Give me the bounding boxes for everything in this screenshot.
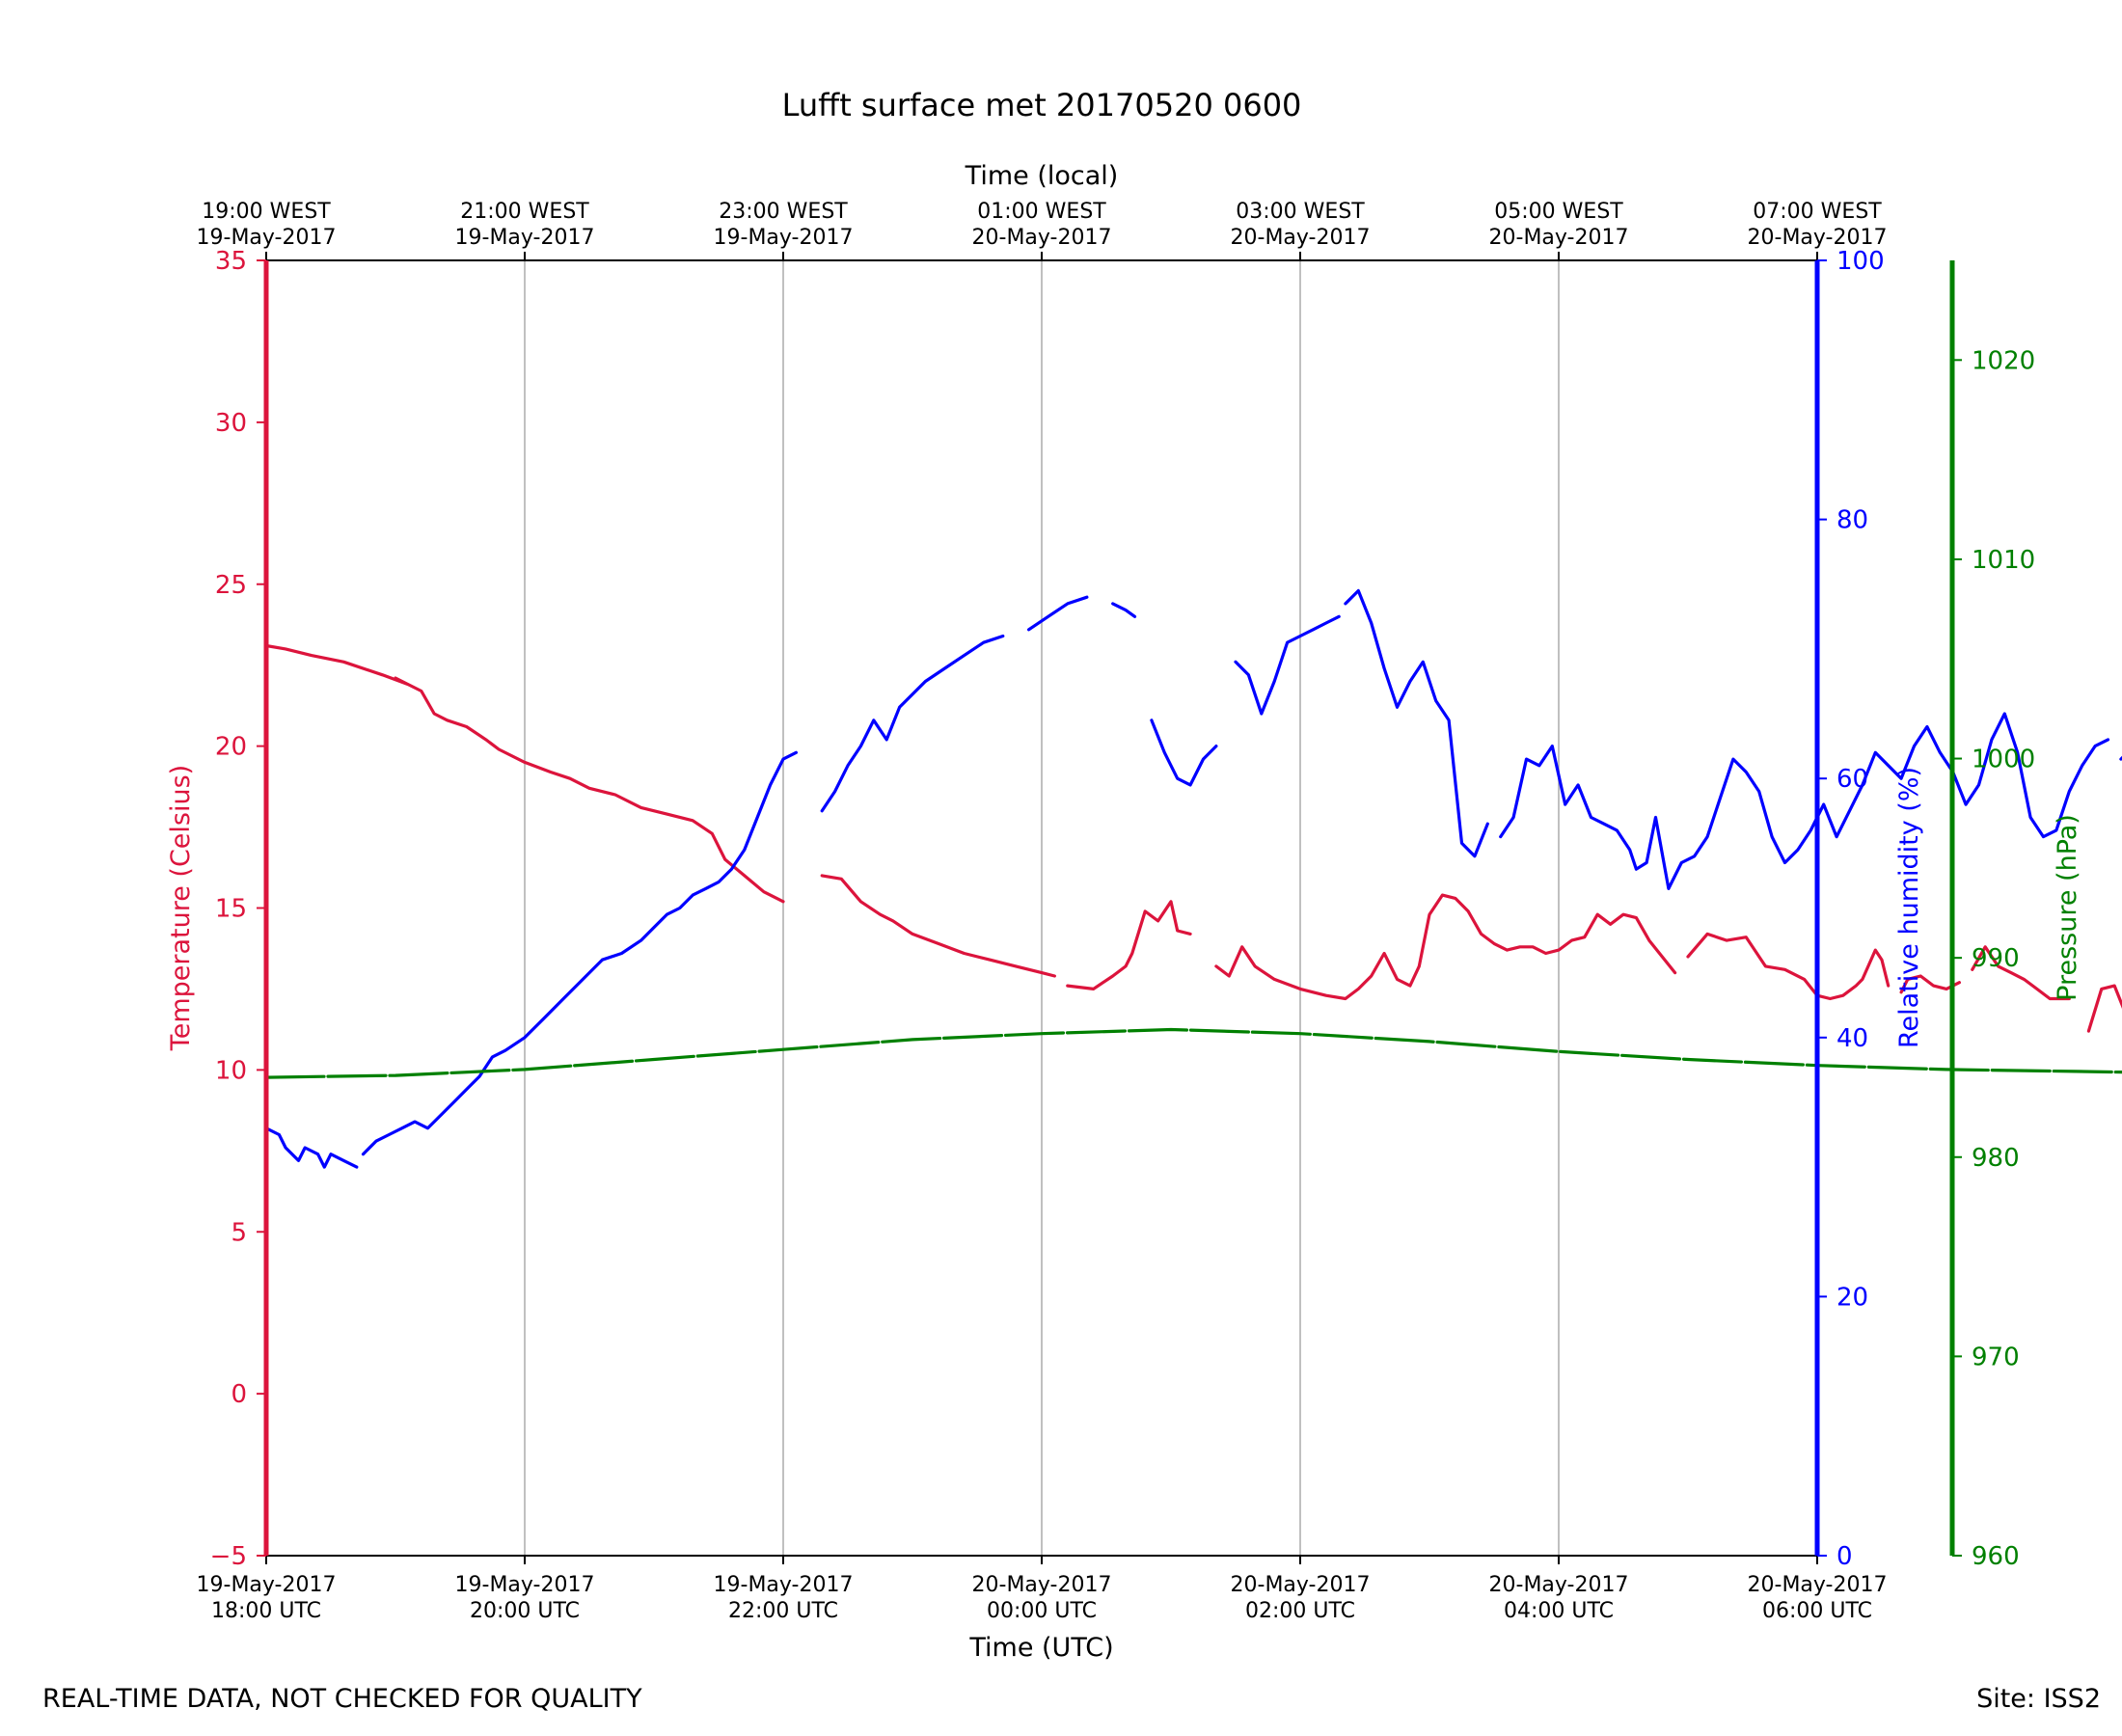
- x-tick-label-top: 20-May-2017: [1231, 226, 1371, 250]
- relative-humidity-series: [264, 588, 2122, 1169]
- relative-humidity-line: [1234, 614, 1341, 716]
- x-tick-label-bottom: 20-May-2017: [1489, 1573, 1629, 1597]
- x-tick-label-top: 19-May-2017: [714, 226, 854, 250]
- temperature-line: [1899, 974, 1962, 994]
- x-tick-label-bottom: 20:00 UTC: [470, 1599, 580, 1623]
- x-tick-label-bottom: 02:00 UTC: [1245, 1599, 1355, 1623]
- x-tick-label-top: 23:00 WEST: [719, 200, 848, 224]
- temperature-tick-label: 20: [215, 733, 247, 762]
- temperature-tick-label: 15: [215, 895, 247, 924]
- site-label: Site: ISS2: [1976, 1684, 2101, 1714]
- quality-disclaimer: REAL-TIME DATA, NOT CHECKED FOR QUALITY: [42, 1684, 642, 1714]
- pressure-series: [264, 1027, 2122, 1079]
- x-tick-label-top: 21:00 WEST: [460, 200, 589, 224]
- x-tick-label-bottom: 19-May-2017: [455, 1573, 595, 1597]
- humidity-tick-label: 0: [1836, 1542, 1853, 1571]
- temperature-line: [1971, 945, 2071, 1001]
- x-tick-label-bottom: 04:00 UTC: [1504, 1599, 1614, 1623]
- temperature-tick-label: 35: [215, 247, 247, 276]
- temperature-tick-label: 25: [215, 571, 247, 600]
- x-tick-label-bottom: 19-May-2017: [714, 1573, 854, 1597]
- x-tick-label-bottom: 00:00 UTC: [987, 1599, 1097, 1623]
- temperature-line: [264, 643, 785, 904]
- pressure-axis-label: Pressure (hPa): [2053, 814, 2082, 1001]
- humidity-tick-label: 40: [1836, 1024, 1868, 1053]
- pressure-tick-label: 1010: [1972, 546, 2035, 575]
- pressure-tick-label: 990: [1972, 944, 2020, 973]
- temperature-tick-label: 0: [231, 1380, 247, 1409]
- humidity-tick-label: 60: [1836, 765, 1868, 794]
- x-tick-label-top: 07:00 WEST: [1753, 200, 1882, 224]
- x-tick-label-top: 19-May-2017: [455, 226, 595, 250]
- pressure-tick-label: 980: [1972, 1144, 2020, 1173]
- temperature-axis-label: Temperature (Celsius): [166, 765, 196, 1051]
- relative-humidity-line: [264, 1126, 359, 1169]
- temperature-line: [1066, 900, 1192, 991]
- relative-humidity-line: [820, 634, 1005, 813]
- x-tick-label-bottom: 06:00 UTC: [1762, 1599, 1872, 1623]
- pressure-tick-label: 970: [1972, 1343, 2020, 1371]
- relative-humidity-line: [1150, 719, 1218, 787]
- chart-title: Lufft surface met 20170520 0600: [782, 87, 1302, 123]
- humidity-tick-label: 20: [1836, 1283, 1868, 1312]
- x-tick-label-bottom: 20-May-2017: [1748, 1573, 1888, 1597]
- x-tick-label-bottom: 18:00 UTC: [211, 1599, 321, 1623]
- grid-lines: [524, 260, 1560, 1556]
- x-tick-label-top: 20-May-2017: [1489, 226, 1629, 250]
- x-tick-label-top: 19-May-2017: [197, 226, 337, 250]
- x-tick-label-bottom: 22:00 UTC: [728, 1599, 838, 1623]
- x-tick-label-bottom: 19-May-2017: [197, 1573, 337, 1597]
- x-tick-label-top: 05:00 WEST: [1494, 200, 1623, 224]
- pressure-tick-label: 1020: [1972, 346, 2035, 375]
- x-tick-label-bottom: 20-May-2017: [1231, 1573, 1371, 1597]
- relative-humidity-line: [1499, 712, 2110, 891]
- x-tick-label-bottom: 20-May-2017: [972, 1573, 1112, 1597]
- temperature-tick-label: −5: [210, 1542, 247, 1571]
- x-tick-label-top: 20-May-2017: [972, 226, 1112, 250]
- x-tick-label-top: 03:00 WEST: [1236, 200, 1365, 224]
- humidity-axis-label: Relative humidity (%): [1894, 767, 1924, 1048]
- temperature-tick-label: 5: [231, 1218, 247, 1247]
- humidity-tick-label: 100: [1836, 247, 1885, 276]
- relative-humidity-line: [1111, 602, 1137, 618]
- pressure-tick-label: 960: [1972, 1542, 2020, 1571]
- pressure-line: [264, 1027, 2122, 1079]
- humidity-tick-label: 80: [1836, 506, 1868, 535]
- pressure-tick-label: 1000: [1972, 746, 2035, 774]
- relative-humidity-line: [361, 750, 799, 1156]
- x-axis-top-label: Time (local): [965, 161, 1119, 191]
- x-axis-bottom-label: Time (UTC): [968, 1633, 1113, 1663]
- temperature-tick-label: 30: [215, 409, 247, 438]
- x-tick-label-top: 19:00 WEST: [202, 200, 331, 224]
- x-tick-label-top: 20-May-2017: [1748, 226, 1888, 250]
- temperature-tick-label: 10: [215, 1056, 247, 1085]
- relative-humidity-line: [1344, 588, 1489, 858]
- temperature-line: [820, 874, 1057, 978]
- relative-humidity-line: [1026, 595, 1089, 632]
- x-tick-label-top: 01:00 WEST: [977, 200, 1106, 224]
- temperature-line: [2086, 984, 2122, 1033]
- temperature-line: [1214, 893, 1677, 1001]
